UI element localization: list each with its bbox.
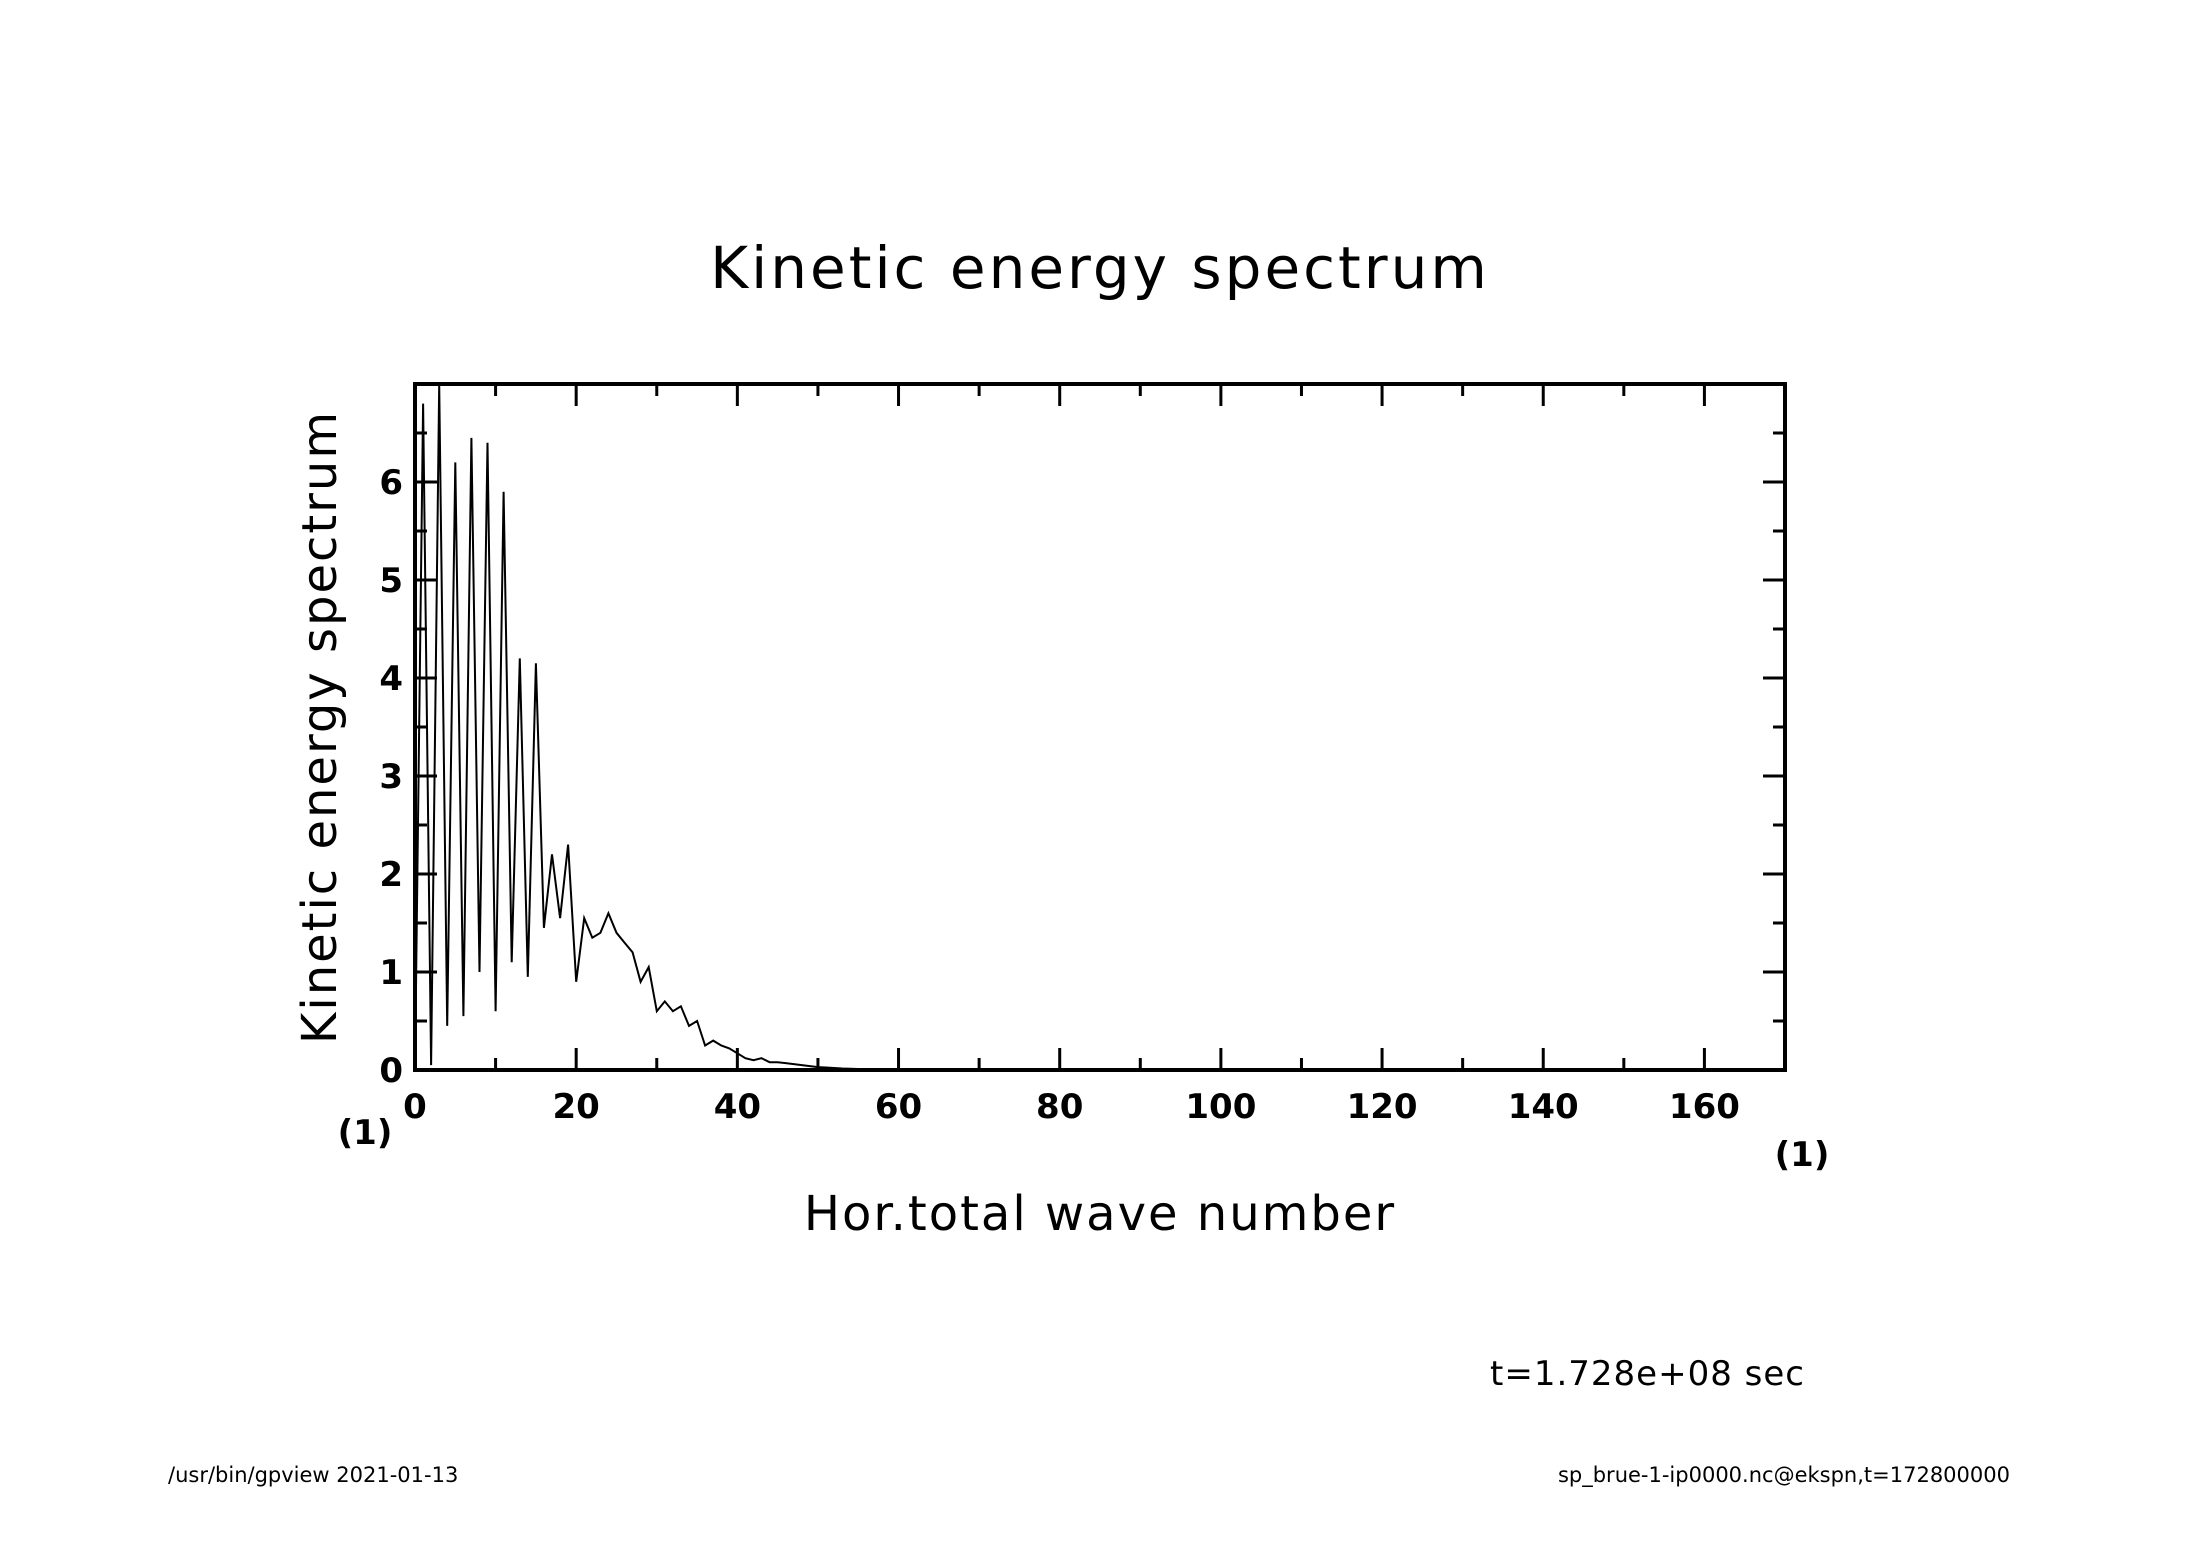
x-tick-label: 60 — [875, 1087, 922, 1127]
x-axis-tick-labels: 0 20 40 60 80 100 120 140 160 — [403, 1087, 1740, 1127]
y-tick-label: 1 — [379, 953, 403, 993]
plot-frame — [413, 382, 1787, 1072]
x-tick-label: 100 — [1185, 1087, 1256, 1127]
x-tick-label: 160 — [1669, 1087, 1740, 1127]
y-tick-label: 4 — [379, 659, 403, 699]
x-tick-label: 40 — [714, 1087, 761, 1127]
y-axis-tick-labels: 0 1 2 3 4 5 6 — [379, 463, 403, 1091]
y-tick-label: 0 — [379, 1051, 403, 1091]
y-tick-label: 3 — [379, 757, 403, 797]
x-unit-label-left: (1) — [338, 1113, 393, 1153]
x-tick-label: 20 — [553, 1087, 600, 1127]
y-tick-label: 2 — [379, 855, 403, 895]
x-axis-ticks — [413, 384, 1787, 1070]
x-tick-label: 80 — [1036, 1087, 1083, 1127]
footer-left: /usr/bin/gpview 2021-01-13 — [168, 1463, 458, 1487]
time-annotation: t=1.728e+08 sec — [1490, 1354, 1805, 1394]
footer-right: sp_brue-1-ip0000.nc@ekspn,t=172800000 — [1558, 1463, 2010, 1488]
x-tick-label: 0 — [403, 1087, 427, 1127]
x-tick-label: 120 — [1347, 1087, 1418, 1127]
y-tick-label: 5 — [379, 561, 403, 601]
series-line — [414, 383, 1785, 1071]
y-axis-title: Kinetic energy spectrum — [292, 410, 348, 1044]
y-axis-ticks — [415, 382, 1785, 1072]
x-axis-title: Hor.total wave number — [804, 1186, 1396, 1242]
y-tick-label: 6 — [379, 463, 403, 503]
chart-title: Kinetic energy spectrum — [710, 234, 1490, 302]
y-unit-label-right: (1) — [1775, 1135, 1830, 1175]
x-tick-label: 140 — [1508, 1087, 1579, 1127]
